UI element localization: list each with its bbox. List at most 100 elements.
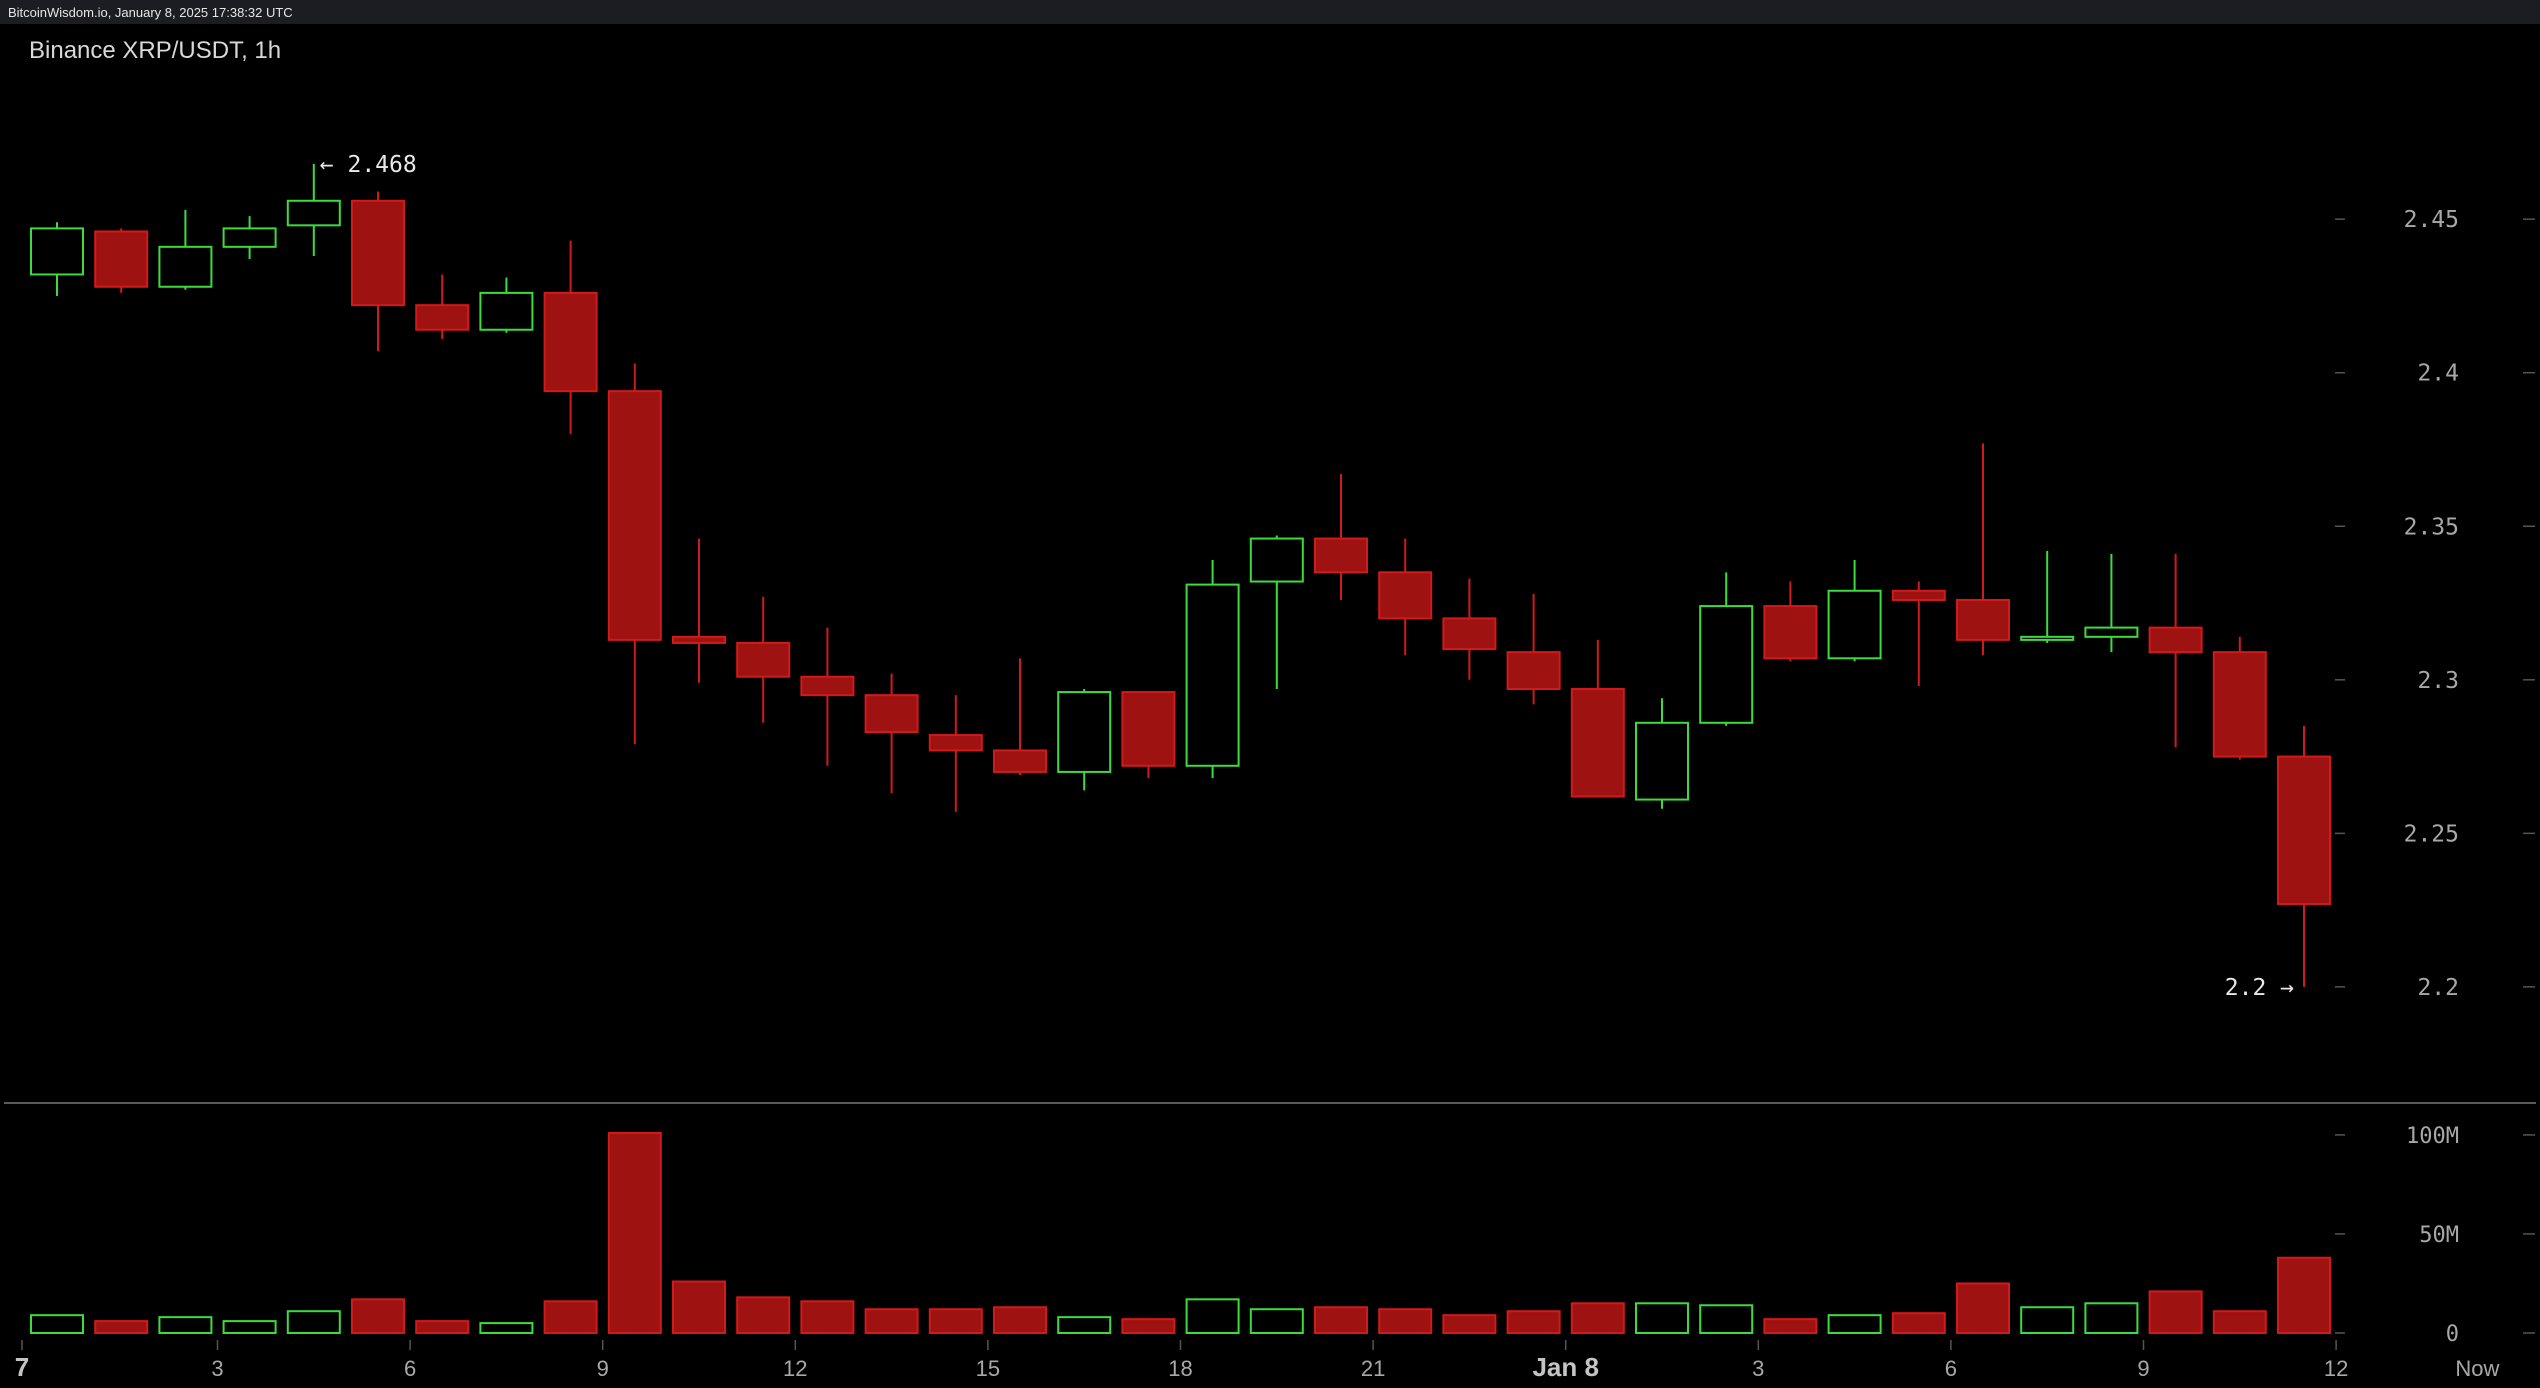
time-tick-label: 3 [211, 1356, 223, 1381]
candle [736, 596, 791, 723]
candle [351, 191, 405, 352]
time-tick-label: Now [2455, 1356, 2499, 1381]
candle-body [800, 675, 855, 697]
candle-body [1057, 691, 1112, 773]
top-bar: BitcoinWisdom.io, January 8, 2025 17:38:… [0, 0, 2540, 24]
volume-bar [1699, 1304, 1754, 1335]
chart-title: Binance XRP/USDT, 1h [29, 37, 282, 64]
candle-body [158, 245, 213, 288]
candle-body [1956, 598, 2010, 641]
candle [1506, 593, 1561, 705]
source-caption: BitcoinWisdom.io, January 8, 2025 17:38:… [8, 5, 293, 20]
candle [800, 627, 855, 766]
candle [2020, 550, 2075, 643]
volume-bar [543, 1300, 598, 1335]
annotation-layer: ← 2.468 2.2 → [320, 152, 2294, 1001]
price-tick-label: 2.45 [2404, 207, 2459, 233]
candle-body [479, 291, 534, 331]
candle-body [1121, 691, 1176, 767]
time-tick-label: 3 [1752, 1356, 1764, 1381]
candle [864, 673, 919, 794]
volume-bar [1121, 1318, 1176, 1335]
candle [2148, 553, 2203, 748]
candle [2084, 553, 2139, 653]
candle [1827, 560, 1882, 662]
candle [1378, 538, 1433, 656]
volume-bar [286, 1310, 341, 1335]
candle [2277, 725, 2331, 987]
candle-body [864, 694, 919, 734]
price-axis: 2.2 2.25 2.3 2.35 2.4 2.45 [2335, 207, 2535, 1001]
volume-bar [2148, 1290, 2203, 1334]
volume-axis: 0 50M 100M [2335, 1124, 2535, 1347]
volume-bar [415, 1320, 470, 1334]
candles-layer [30, 163, 2331, 987]
candle-body [1249, 537, 1304, 583]
volume-bar [736, 1296, 791, 1335]
candle [1891, 581, 1946, 686]
time-tick-label: 9 [597, 1356, 609, 1381]
candle-body [1699, 605, 1754, 724]
candle [543, 240, 598, 435]
time-tick-label: 6 [404, 1356, 416, 1381]
candle-body [1378, 571, 1433, 620]
candle [1699, 572, 1754, 726]
candle-body [1827, 589, 1882, 660]
volume-bar [672, 1280, 726, 1334]
candle [928, 695, 983, 812]
candle [286, 163, 341, 257]
candle [30, 222, 84, 296]
volume-bar [1635, 1302, 1689, 1334]
volume-bar [351, 1298, 405, 1334]
volume-bar [222, 1320, 277, 1334]
time-tick-label: 18 [1168, 1356, 1192, 1381]
candle-body [351, 199, 405, 307]
candle-body [415, 304, 470, 331]
candle-body [1570, 688, 1625, 798]
candle [158, 209, 213, 290]
volume-bar [2020, 1306, 2075, 1334]
time-axis: 7 3 6 9 12 15 18 21 Jan 8 3 6 9 12 Now [15, 1340, 2499, 1382]
volume-bar [1314, 1306, 1368, 1334]
volume-tick-label: 0 [2446, 1322, 2459, 1347]
candle [993, 658, 1047, 775]
volume-bar [479, 1322, 534, 1335]
volume-tick-label: 50M [2419, 1223, 2459, 1248]
candle [1570, 639, 1625, 798]
candle-body [2020, 635, 2075, 641]
candle [415, 274, 470, 339]
candle [1185, 560, 1240, 779]
time-tick-label: 9 [2137, 1356, 2149, 1381]
volume-bar [2277, 1256, 2331, 1334]
candle [1121, 691, 1176, 779]
candle-body [736, 641, 791, 678]
candle [1442, 578, 1497, 680]
volume-bar [1827, 1314, 1882, 1335]
candle-body [607, 390, 662, 641]
candle-body [2084, 626, 2139, 638]
candle-body [928, 734, 983, 752]
chart-frame [4, 24, 2536, 1384]
candle-body [1314, 537, 1368, 574]
volume-bar [928, 1308, 983, 1334]
candle [607, 363, 662, 745]
candle [1057, 689, 1112, 791]
volume-bar [1442, 1314, 1497, 1335]
candle-body [993, 749, 1047, 773]
candle [672, 538, 726, 683]
high-price-annotation: ← 2.468 [320, 152, 417, 178]
candle-body [672, 635, 726, 644]
candle-body [1635, 721, 1689, 801]
volume-bar [1891, 1312, 1946, 1334]
volume-bar [1956, 1282, 2010, 1334]
candle-body [30, 227, 84, 276]
price-tick-label: 2.35 [2404, 514, 2459, 540]
volume-bar [158, 1316, 213, 1334]
candle [2212, 636, 2267, 760]
volume-bar [1506, 1310, 1561, 1335]
time-tick-label: Jan 8 [1532, 1352, 1599, 1382]
time-tick-label: 21 [1361, 1356, 1385, 1381]
volume-bar [800, 1300, 855, 1335]
volume-bar [864, 1308, 919, 1334]
